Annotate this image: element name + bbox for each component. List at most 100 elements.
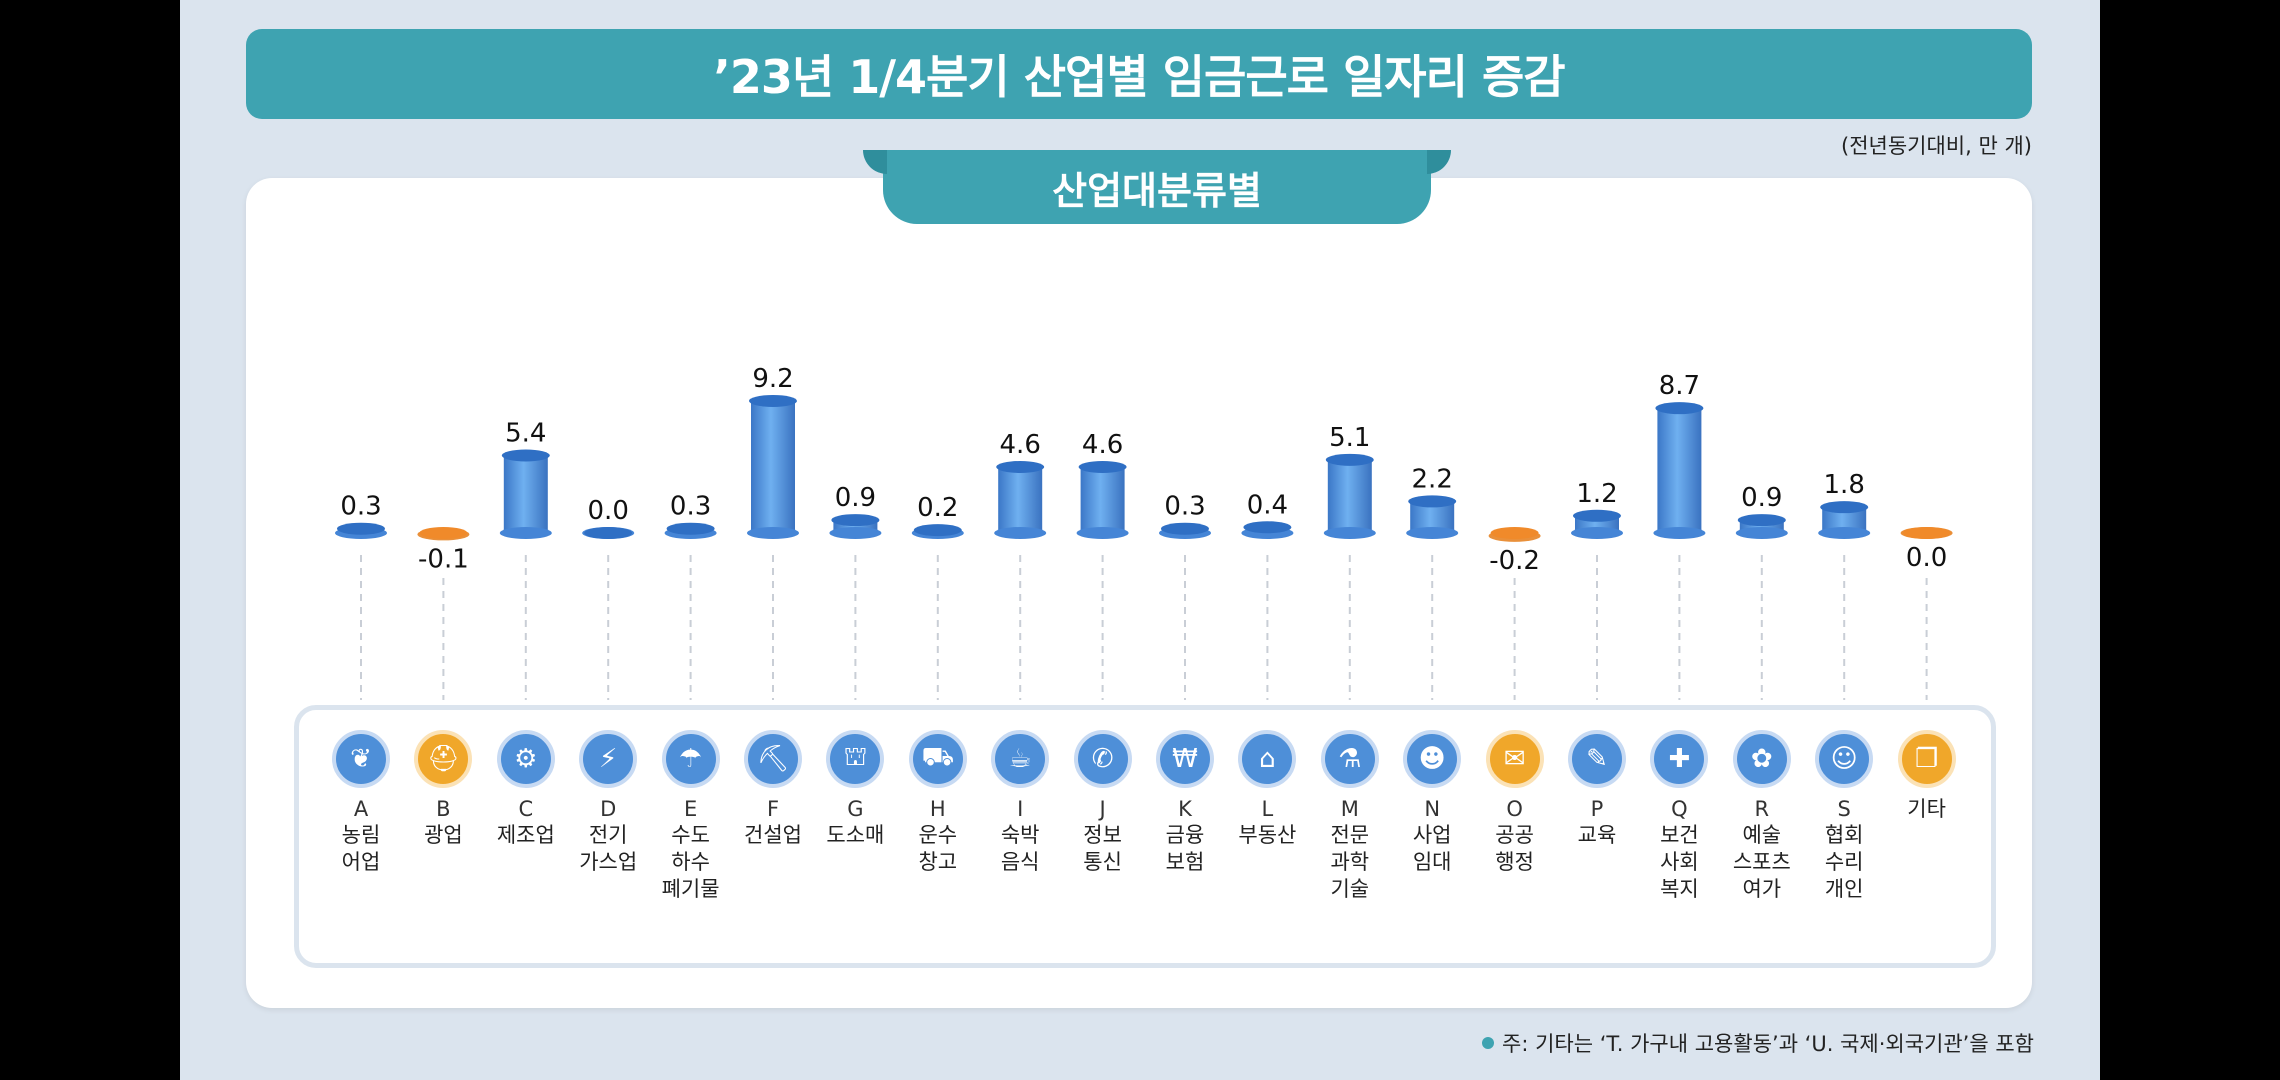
category-code: S xyxy=(1837,797,1851,821)
category-label: 운수 창고 xyxy=(918,823,958,874)
title-banner: ’23년 1/4분기 산업별 임금근로 일자리 증감 xyxy=(246,29,2032,119)
category-code: F xyxy=(766,797,780,821)
bar-base-N xyxy=(1406,527,1459,539)
category-item-L: ⌂ L 부동산 xyxy=(1227,730,1307,849)
bank-card-icon: ₩ xyxy=(1156,730,1214,788)
footnote: 주: 기타는 ‘T. 가구내 고용활동’과 ‘U. 국제·외국기관’을 포함 xyxy=(1482,1028,2034,1058)
value-label-B: -0.1 xyxy=(418,544,469,574)
value-label-O: -0.2 xyxy=(1489,546,1540,576)
category-label: 정보 통신 xyxy=(1083,823,1122,874)
value-label-N: 2.2 xyxy=(1412,464,1453,494)
category-item-K: ₩ K 금융 보험 xyxy=(1145,730,1225,876)
category-code: I xyxy=(1017,797,1024,821)
footnote-text: 주: 기타는 ‘T. 가구내 고용활동’과 ‘U. 국제·외국기관’을 포함 xyxy=(1502,1032,2034,1056)
scroll-icon: ✉ xyxy=(1485,730,1544,788)
bar-cap-R xyxy=(1737,514,1786,527)
category-label: 제조업 xyxy=(496,823,555,847)
category-label: 예술 스포츠 여가 xyxy=(1732,823,1791,901)
category-label: 숙박 음식 xyxy=(1000,823,1040,874)
bar-base-M xyxy=(1323,527,1376,539)
unit-note: (전년동기대비, 만 개) xyxy=(1841,134,2032,158)
category-label: 협회 수리 개인 xyxy=(1824,823,1864,901)
bar-cap-F xyxy=(749,394,797,407)
value-label-H: 0.2 xyxy=(917,493,958,523)
category-label: 부동산 xyxy=(1238,823,1297,847)
bar-base-F xyxy=(747,527,799,539)
value-label-기타: 0.0 xyxy=(1906,543,1947,573)
phone-icon: ✆ xyxy=(1073,730,1132,788)
lightning-icon: ⚡ xyxy=(579,730,638,788)
bar-cap-C xyxy=(501,449,550,462)
category-code: D xyxy=(600,797,617,821)
bar-cap-K xyxy=(1161,522,1209,535)
wheat-icon: ❦ xyxy=(332,730,390,788)
category-label: 기타 xyxy=(1907,797,1946,821)
dining-icon: ☕ xyxy=(991,730,1050,788)
category-label: 광업 xyxy=(424,823,463,847)
category-code: O xyxy=(1506,797,1523,821)
bar-cap-O xyxy=(1490,527,1539,539)
bar-I xyxy=(998,466,1043,533)
value-label-P: 1.2 xyxy=(1576,479,1617,509)
value-label-L: 0.4 xyxy=(1247,490,1288,520)
category-label: 건설업 xyxy=(744,823,802,847)
bar-F xyxy=(751,400,795,533)
bar-cap-G xyxy=(831,514,880,527)
value-label-M: 5.1 xyxy=(1329,423,1370,453)
house-icon: ⌂ xyxy=(1238,730,1297,788)
bar-C xyxy=(503,455,548,533)
faucet-icon: ☂ xyxy=(661,730,720,788)
value-label-R: 0.9 xyxy=(1741,483,1782,513)
bar-base-G xyxy=(829,527,882,539)
document-icon: ❐ xyxy=(1897,730,1956,788)
bar-cap-M xyxy=(1325,453,1374,466)
truck-icon: ⛟ xyxy=(908,730,967,788)
bar-base-S xyxy=(1818,527,1871,539)
category-label: 금융 보험 xyxy=(1165,823,1205,874)
bar-base-C xyxy=(499,527,552,539)
value-label-J: 4.6 xyxy=(1082,430,1123,460)
category-label: 전기 가스업 xyxy=(579,823,638,874)
value-label-D: 0.0 xyxy=(588,496,629,526)
category-item-Q: ✚ Q 보건 사회 복지 xyxy=(1639,730,1719,903)
basket-icon: ⛫ xyxy=(826,730,885,788)
value-label-F: 9.2 xyxy=(752,364,793,394)
bar-cap-E xyxy=(666,522,715,535)
value-label-S: 1.8 xyxy=(1824,470,1865,500)
category-label: 교육 xyxy=(1577,823,1617,847)
category-code: A xyxy=(353,797,369,821)
category-code: N xyxy=(1424,797,1441,821)
bar-cap-Q xyxy=(1655,402,1704,415)
bar-cap-A xyxy=(337,522,385,535)
category-code: C xyxy=(518,797,534,821)
bar-cap-N xyxy=(1408,495,1457,508)
bar-cap-I xyxy=(996,460,1045,473)
handshake-icon: ☻ xyxy=(1403,730,1462,788)
chart-title: ’23년 1/4분기 산업별 임금근로 일자리 증감 xyxy=(713,50,1565,104)
category-item-S: ☺ S 협회 수리 개인 xyxy=(1804,730,1884,903)
category-label: 보건 사회 복지 xyxy=(1660,823,1699,901)
subtitle-tab: 산업대분류별 xyxy=(863,150,1451,224)
category-item-H: ⛟ H 운수 창고 xyxy=(898,730,978,876)
category-legend-box xyxy=(294,705,1996,968)
category-code: H xyxy=(929,797,946,821)
flask-icon: ⚗ xyxy=(1320,730,1379,788)
people-icon: ☺ xyxy=(1815,730,1874,788)
category-item-기타: ❐ 기타 xyxy=(1887,730,1967,823)
value-label-I: 4.6 xyxy=(1000,430,1041,460)
value-label-K: 0.3 xyxy=(1164,492,1205,522)
category-code: R xyxy=(1754,797,1770,821)
value-label-G: 0.9 xyxy=(835,483,876,513)
helmet-icon: ⛑ xyxy=(414,730,473,788)
category-code: K xyxy=(1178,797,1192,821)
category-code: B xyxy=(436,797,451,821)
category-label: 도소매 xyxy=(826,823,885,847)
bar-M xyxy=(1327,459,1372,533)
bullet-dot-icon xyxy=(1482,1037,1495,1049)
first-aid-icon: ✚ xyxy=(1650,730,1709,788)
category-item-N: ☻ N 사업 임대 xyxy=(1392,730,1472,876)
infographic-canvas: ’23년 1/4분기 산업별 임금근로 일자리 증감 (전년동기대비, 만 개)… xyxy=(180,0,2100,1080)
gears-icon: ⚙ xyxy=(496,730,555,788)
palette-icon: ✿ xyxy=(1732,730,1791,788)
category-item-D: ⚡ D 전기 가스업 xyxy=(568,730,648,876)
